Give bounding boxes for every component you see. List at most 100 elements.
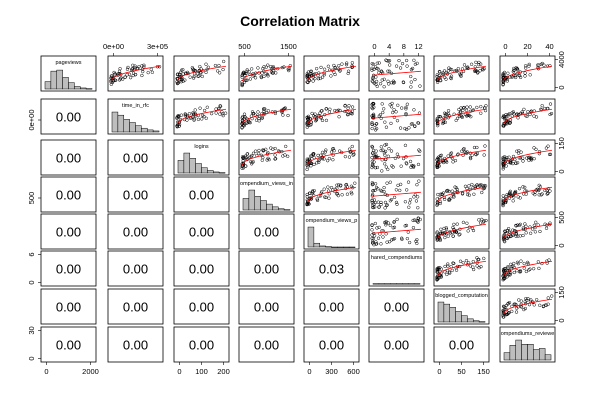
scatter-point bbox=[311, 79, 315, 83]
scatter-point bbox=[309, 69, 313, 73]
histogram-bar bbox=[74, 86, 81, 90]
scatter-point bbox=[386, 167, 390, 172]
histogram-bar bbox=[325, 246, 332, 248]
scatter-point bbox=[310, 154, 314, 158]
panel-frame bbox=[368, 326, 425, 363]
scatter-point bbox=[141, 69, 145, 74]
scatter-point bbox=[451, 261, 455, 265]
scatter-point bbox=[451, 234, 455, 238]
scatter-point bbox=[391, 110, 395, 115]
scatter-point bbox=[350, 64, 354, 68]
scatter-point bbox=[501, 124, 506, 128]
correlation-value: 0.00 bbox=[384, 300, 409, 315]
scatter-point bbox=[407, 205, 411, 209]
scatter-point bbox=[265, 158, 269, 162]
scatter-point bbox=[474, 153, 478, 157]
smooth-line bbox=[371, 113, 422, 119]
scatter-point bbox=[413, 124, 417, 128]
panel-frame bbox=[303, 288, 360, 325]
scatter-point bbox=[370, 121, 374, 125]
scatter-point bbox=[466, 229, 470, 233]
scatter-point bbox=[146, 70, 150, 75]
scatter-point bbox=[442, 69, 447, 73]
panel-frame bbox=[107, 288, 164, 325]
scatter-point bbox=[398, 126, 403, 130]
scatter-point bbox=[322, 71, 326, 75]
scatter-point bbox=[306, 121, 310, 126]
scatter-point bbox=[374, 82, 378, 87]
axis-tick-label: 0e+00 bbox=[103, 42, 124, 51]
scatter-point bbox=[416, 216, 421, 221]
scatter-point bbox=[415, 61, 419, 65]
scatter-point bbox=[346, 112, 350, 117]
panel-r5-c2: 0.00 bbox=[107, 213, 164, 250]
scatter-point bbox=[502, 315, 506, 319]
panel-r8-c8: ompendiums_reviewe bbox=[499, 326, 556, 363]
scatter-point bbox=[405, 162, 409, 166]
panel-frame bbox=[433, 250, 490, 287]
scatter-point bbox=[412, 58, 416, 62]
scatter-point bbox=[388, 180, 392, 184]
scatter-point bbox=[511, 228, 515, 232]
correlation-value: 0.00 bbox=[254, 225, 279, 240]
scatter-point bbox=[435, 202, 440, 206]
scatter-point bbox=[315, 197, 319, 201]
scatter-point bbox=[501, 167, 505, 171]
scatter-point bbox=[501, 82, 505, 86]
scatter-point bbox=[346, 106, 350, 110]
scatter-point bbox=[314, 67, 319, 71]
scatter-point bbox=[439, 79, 443, 83]
scatter-point bbox=[538, 303, 542, 307]
histogram-bar bbox=[62, 77, 69, 90]
scatter-point bbox=[175, 81, 180, 86]
scatter-point bbox=[345, 192, 350, 196]
scatter-point bbox=[370, 145, 375, 149]
scatter-point bbox=[260, 116, 264, 121]
scatter-point bbox=[344, 63, 349, 67]
scatter-point bbox=[465, 113, 470, 118]
scatter-point bbox=[454, 186, 459, 190]
variable-label: logins bbox=[194, 144, 209, 150]
scatter-point bbox=[332, 70, 336, 74]
scatter-point bbox=[515, 149, 519, 153]
scatter-point bbox=[377, 71, 381, 75]
histogram-bar bbox=[307, 226, 315, 248]
scatter-point bbox=[523, 306, 527, 311]
scatter-point bbox=[250, 67, 254, 71]
scatter-point bbox=[352, 152, 356, 156]
histogram-bar bbox=[242, 198, 250, 211]
scatter-point bbox=[474, 152, 478, 156]
scatter-point bbox=[415, 183, 419, 187]
scatter-point bbox=[125, 67, 130, 71]
scatter-point bbox=[503, 266, 507, 271]
correlation-value: 0.00 bbox=[189, 262, 214, 277]
scatter-point bbox=[109, 82, 114, 86]
histogram-bar bbox=[408, 283, 415, 285]
scatter-point bbox=[281, 154, 285, 158]
panel-r2-c4 bbox=[238, 98, 295, 135]
scatter-point bbox=[389, 197, 394, 202]
scatter-point bbox=[410, 163, 414, 168]
histogram-bar bbox=[461, 315, 468, 323]
scatter-point bbox=[374, 122, 378, 126]
scatter-point bbox=[512, 66, 516, 71]
scatter-point bbox=[529, 298, 533, 302]
scatter-point bbox=[532, 267, 536, 271]
scatter-point bbox=[437, 73, 441, 78]
scatter-point bbox=[444, 112, 448, 116]
scatter-point bbox=[464, 259, 469, 263]
smooth-line bbox=[436, 260, 487, 277]
scatter-point bbox=[446, 109, 451, 113]
histogram-bar bbox=[68, 82, 75, 90]
scatter-point bbox=[523, 74, 527, 78]
scatter-point bbox=[350, 192, 354, 196]
scatter-point bbox=[532, 114, 536, 118]
axis-tick-label: 500 bbox=[238, 42, 251, 51]
scatter-point bbox=[438, 115, 443, 119]
scatter-point bbox=[518, 196, 522, 200]
panel-frame bbox=[173, 213, 230, 250]
panel-r3-c8 bbox=[499, 139, 556, 176]
scatter-point bbox=[501, 274, 505, 278]
scatter-point bbox=[479, 104, 483, 109]
panel-r6-c2: 0.00 bbox=[107, 250, 164, 287]
